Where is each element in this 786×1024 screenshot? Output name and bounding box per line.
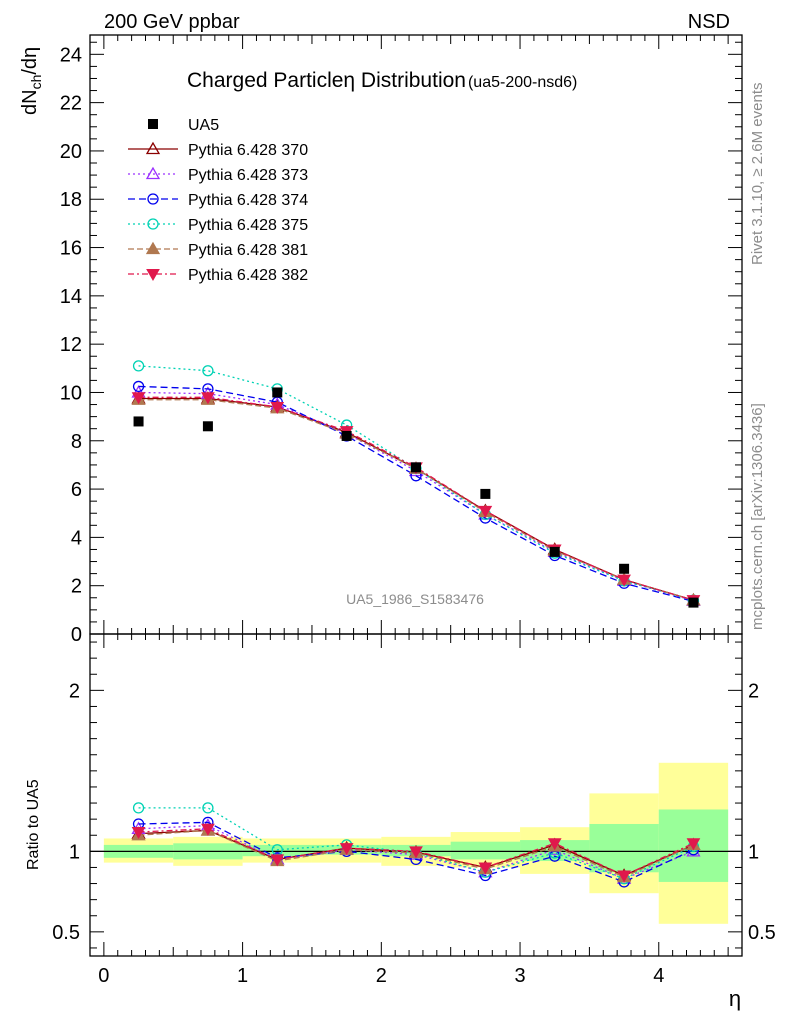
ratio-point-5-1 [201, 823, 215, 836]
chart-title-suffix: (ua5-200-nsd6) [468, 74, 577, 91]
ratio-point-5-3 [339, 843, 354, 856]
y-tick-label-main: 0 [71, 624, 82, 646]
data-point-0 [133, 416, 144, 427]
header-left-label: 200 GeV ppbar [104, 11, 240, 33]
y-tick-label-main: 22 [60, 93, 82, 115]
y-tick-label-main: 16 [60, 238, 82, 260]
ratio-point-3-1 [202, 802, 214, 814]
y-tick-label-ratio-right: 2 [748, 680, 759, 702]
series-line-0 [138, 397, 694, 601]
y-label-ch: ch [28, 75, 44, 90]
ratio-frame [89, 633, 743, 957]
legend-marker-5 [146, 269, 160, 282]
series-point-5-7 [617, 574, 631, 587]
y-tick-label-main: 6 [71, 479, 82, 501]
data-point-4 [411, 462, 421, 473]
data-point-2 [272, 387, 283, 398]
rivet-label: Rivet 3.1.10, ≥ 2.6M events [749, 83, 766, 266]
x-axis-label: η [729, 986, 741, 1011]
ratio-point-3-0 [132, 802, 145, 814]
header-right-label: NSD [688, 11, 730, 33]
y-tick-label-main: 12 [60, 334, 82, 356]
x-tick-label: 1 [237, 965, 248, 987]
y-tick-label-main: 8 [71, 431, 82, 453]
mcplots-label: mcplots.cern.ch [arXiv:1306.3436] [749, 403, 766, 630]
y-axis-label-main: dNch/dη [19, 47, 44, 115]
legend-label-2: Pythia 6.428 374 [188, 192, 308, 209]
ratio-point-5-4 [409, 846, 423, 859]
legend-marker-data [148, 119, 158, 129]
y-tick-label-ratio-right: 0.5 [748, 922, 776, 944]
y-label-dn: dN [19, 89, 41, 115]
analysis-label: UA5_1986_S1583476 [346, 591, 484, 607]
legend-label-0: Pythia 6.428 370 [188, 142, 308, 159]
legend: UA5 Pythia 6.428 370 Pythia 6.428 373 Pythi… [128, 117, 308, 284]
y-axis-label-ratio: Ratio to UA5 [25, 779, 42, 870]
ratio-series-layer [131, 802, 701, 888]
y-tick-label-main: 18 [60, 189, 82, 211]
x-tick-label: 3 [514, 965, 525, 987]
ratio-series-line-4 [138, 829, 694, 878]
series-point-2-0 [132, 380, 145, 393]
data-point-3 [341, 430, 352, 441]
x-tick-label: 2 [376, 965, 387, 987]
data-point-6 [549, 546, 560, 557]
legend-label-data: UA5 [188, 117, 219, 134]
series-point-3-0 [132, 360, 145, 372]
ratio-point-5-6 [547, 838, 562, 851]
series-line-5 [138, 396, 694, 601]
y-tick-label-main: 10 [60, 382, 82, 404]
ratio-band-layer [90, 762, 742, 924]
legend-marker-1 [145, 166, 161, 180]
y-tick-label-main: 4 [71, 527, 82, 549]
series-point-5-5 [478, 505, 493, 518]
ratio-band-inner [450, 841, 521, 860]
ratio-series-line-3 [138, 807, 694, 880]
y-label-deta: /dη [19, 47, 41, 75]
chart-title-main: Charged Particleη Distribution [187, 69, 466, 92]
x-tick-label: 0 [98, 965, 109, 987]
y-tick-label-ratio: 1 [69, 841, 80, 863]
data-point-1 [202, 421, 213, 432]
ratio-point-5-2 [270, 854, 285, 867]
data-point-5 [480, 488, 491, 499]
ratio-band-inner [242, 844, 312, 857]
ratio-point-5-0 [131, 827, 146, 840]
legend-marker-3 [147, 218, 159, 230]
series-point-5-1 [201, 392, 215, 405]
chart-title: Charged Particleη Distribution (ua5-200-n… [187, 69, 577, 92]
series-line-4 [138, 399, 694, 601]
series-point-5-0 [131, 392, 146, 405]
legend-label-5: Pythia 6.428 382 [188, 267, 308, 284]
y-tick-label-ratio: 0.5 [52, 922, 80, 944]
series-point-5-2 [270, 401, 285, 414]
series-line-2 [138, 385, 694, 603]
x-tick-label: 4 [653, 965, 664, 987]
series-point-3-1 [202, 365, 214, 377]
y-tick-label-main: 14 [60, 286, 82, 308]
legend-marker-4 [145, 241, 161, 255]
ratio-point-5-7 [617, 870, 631, 883]
legend-label-3: Pythia 6.428 375 [188, 217, 308, 234]
legend-marker-0 [145, 141, 161, 155]
y-tick-label-ratio: 2 [69, 680, 80, 702]
data-point-7 [619, 563, 630, 574]
ratio-point-5-8 [686, 838, 701, 851]
ratio-point-5-5 [478, 862, 493, 875]
data-point-8 [688, 597, 699, 608]
main-series-layer [131, 360, 701, 608]
ratio-series-line-2 [138, 821, 694, 883]
y-tick-label-ratio-right: 1 [748, 841, 759, 863]
y-tick-label-main: 2 [71, 576, 82, 598]
y-tick-label-main: 24 [60, 44, 82, 66]
y-tick-label-main: 20 [60, 141, 82, 163]
series-line-1 [138, 391, 694, 602]
legend-label-1: Pythia 6.428 373 [188, 167, 308, 184]
legend-marker-2 [147, 193, 159, 205]
legend-label-4: Pythia 6.428 381 [188, 242, 308, 259]
